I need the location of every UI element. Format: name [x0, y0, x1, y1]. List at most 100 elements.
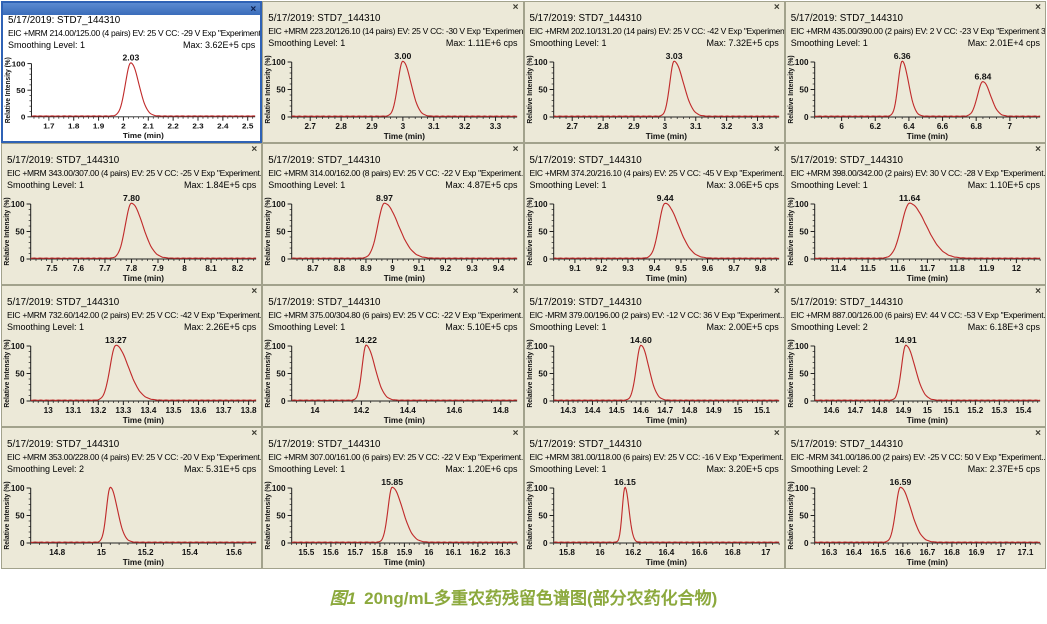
chromatogram-panel-14[interactable]: × 5/17/2019: STD7_144310 EIC +MRM 307.00… [262, 427, 524, 569]
x-tick-label: 15.6 [323, 548, 339, 557]
chromatogram-svg: 0 50 100 8.7 8.8 8.9 9 9.1 9.2 9.3 9.4 Time (min) Re… [265, 193, 518, 283]
mrm-transition-info: EIC +MRM 202.10/131.20 (14 pairs) EV: 25… [529, 26, 784, 36]
chromatogram-panel-9[interactable]: × 5/17/2019: STD7_144310 EIC +MRM 732.60… [1, 285, 263, 427]
sample-title: 5/17/2019: STD7_144310 [529, 13, 642, 24]
panel-meta: Smoothing Level: 1 Max: 5.10E+5 cps [263, 321, 522, 333]
close-icon[interactable]: × [251, 286, 258, 297]
x-tick-label: 14.7 [657, 406, 673, 415]
x-tick-label: 3.2 [459, 122, 471, 131]
y-tick-label: 100 [795, 58, 809, 67]
x-tick-label: 9.1 [569, 264, 581, 273]
max-intensity: Max: 1.84E+5 cps [183, 180, 257, 190]
chromatogram-panel-13[interactable]: × 5/17/2019: STD7_144310 EIC +MRM 353.00… [1, 427, 263, 569]
chromatogram-panel-3[interactable]: × 5/17/2019: STD7_144310 EIC +MRM 202.10… [523, 1, 785, 143]
max-intensity: Max: 6.18E+3 cps [967, 322, 1040, 332]
x-tick-label: 17 [761, 548, 771, 557]
x-tick-label: 15 [97, 548, 107, 557]
panel-titlebar: × [2, 144, 261, 155]
smoothing-level: Smoothing Level: 1 [7, 322, 85, 332]
close-icon[interactable]: × [773, 2, 780, 13]
x-tick-label: 7.6 [73, 264, 85, 273]
chromatogram-plot: 0 50 100 15.5 15.6 15.7 15.8 15.9 16 16.1 16.2 16.3… [263, 475, 522, 568]
x-tick-label: 13.8 [241, 406, 257, 415]
chromatogram-panel-6[interactable]: × 5/17/2019: STD7_144310 EIC +MRM 314.00… [262, 143, 524, 285]
sample-title: 5/17/2019: STD7_144310 [790, 13, 903, 24]
chromatogram-panel-7[interactable]: × 5/17/2019: STD7_144310 EIC +MRM 374.20… [523, 143, 785, 285]
close-icon[interactable]: × [512, 286, 519, 297]
x-tick-label: 9.4 [493, 264, 505, 273]
smoothing-level: Smoothing Level: 1 [790, 180, 868, 190]
x-tick-label: 13.3 [115, 406, 131, 415]
close-icon[interactable]: × [251, 428, 258, 439]
x-tick-label: 14.6 [823, 406, 839, 415]
y-tick-label: 100 [272, 342, 286, 351]
y-tick-label: 100 [795, 200, 809, 209]
y-tick-label: 0 [542, 397, 547, 406]
chromatogram-panel-10[interactable]: × 5/17/2019: STD7_144310 EIC +MRM 375.00… [262, 285, 524, 427]
chromatogram-plot: 0 50 100 11.4 11.5 11.6 11.7 11.8 11.9 12 Time (mi… [786, 191, 1045, 284]
x-tick-label: 3.1 [428, 122, 440, 131]
x-tick-label: 15.6 [226, 548, 242, 557]
y-tick-label: 0 [542, 113, 547, 122]
peak-rt-label: 13.27 [105, 335, 127, 345]
mrm-transition-info: EIC +MRM 887.00/126.00 (6 pairs) EV: 44 … [790, 310, 1045, 320]
max-intensity: Max: 2.37E+5 cps [967, 464, 1040, 474]
max-intensity: Max: 1.20E+6 cps [445, 464, 518, 474]
chromatogram-panel-4[interactable]: × 5/17/2019: STD7_144310 EIC +MRM 435.00… [784, 1, 1046, 143]
close-icon[interactable]: × [1035, 428, 1041, 439]
mrm-transition-info: EIC +MRM 732.60/142.00 (2 pairs) EV: 25 … [7, 310, 262, 320]
x-tick-label: 16.3 [821, 548, 837, 557]
chromatogram-panel-1[interactable]: × 5/17/2019: STD7_144310 EIC +MRM 214.00… [1, 1, 263, 143]
x-tick-label: 14.9 [895, 406, 911, 415]
chromatogram-panel-12[interactable]: × 5/17/2019: STD7_144310 EIC +MRM 887.00… [784, 285, 1046, 427]
close-icon[interactable]: × [1035, 2, 1041, 13]
x-axis-label: Time (min) [123, 274, 165, 283]
close-icon[interactable]: × [512, 2, 519, 13]
panel-titlebar: × [263, 2, 522, 13]
sample-title: 5/17/2019: STD7_144310 [790, 155, 903, 166]
chromatogram-panel-5[interactable]: × 5/17/2019: STD7_144310 EIC +MRM 343.00… [1, 143, 263, 285]
chromatogram-panel-2[interactable]: × 5/17/2019: STD7_144310 EIC +MRM 223.20… [262, 1, 524, 143]
chromatogram-svg: 0 50 100 14 14.2 14.4 14.6 14.8 Time (min) Relati… [265, 335, 518, 425]
peak-rt-label: 6.84 [974, 71, 991, 81]
chromatogram-panel-11[interactable]: × 5/17/2019: STD7_144310 EIC -MRM 379.00… [523, 285, 785, 427]
x-axis-label: Time (min) [907, 132, 949, 141]
close-icon[interactable]: × [512, 428, 519, 439]
close-icon[interactable]: × [250, 3, 257, 15]
panel-titlebar: × [2, 286, 261, 297]
close-icon[interactable]: × [1035, 144, 1041, 155]
close-icon[interactable]: × [773, 286, 780, 297]
panel-meta: Smoothing Level: 1 Max: 3.20E+5 cps [525, 463, 784, 475]
smoothing-level: Smoothing Level: 1 [268, 322, 346, 332]
x-tick-label: 14.6 [447, 406, 463, 415]
close-icon[interactable]: × [512, 144, 519, 155]
y-tick-label: 50 [799, 512, 809, 521]
chromatogram-plot: 0 50 100 7.5 7.6 7.7 7.8 7.9 8 8.1 8.2 Time (min) Re… [2, 191, 261, 284]
close-icon[interactable]: × [773, 428, 780, 439]
chromatogram-plot: 0 50 100 16.3 16.4 16.5 16.6 16.7 16.8 16.9 17 17.1… [786, 475, 1045, 568]
panel-titlebar: × [786, 428, 1045, 439]
chromatogram-panel-16[interactable]: × 5/17/2019: STD7_144310 EIC -MRM 341.00… [784, 427, 1046, 569]
peak-rt-label: 16.15 [614, 477, 636, 487]
panel-meta: Smoothing Level: 1 Max: 2.01E+4 cps [786, 37, 1045, 49]
peak-rt-label: 2.03 [122, 53, 139, 63]
y-tick-label: 100 [12, 60, 26, 69]
mrm-transition-info: EIC +MRM 374.20/216.10 (4 pairs) EV: 25 … [529, 168, 784, 178]
x-tick-label: 12 [1012, 264, 1022, 273]
chromatogram-panel-8[interactable]: × 5/17/2019: STD7_144310 EIC +MRM 398.00… [784, 143, 1046, 285]
x-axis-label: Time (min) [645, 132, 687, 141]
x-tick-label: 11.9 [979, 264, 995, 273]
peak-rt-label: 11.64 [899, 193, 921, 203]
y-axis-label: Relative Intensity (%) [265, 339, 272, 407]
close-icon[interactable]: × [1035, 286, 1041, 297]
y-axis-label: Relative Intensity (%) [265, 197, 272, 265]
y-tick-label: 0 [21, 113, 26, 122]
peak-rt-label: 8.97 [376, 193, 393, 203]
y-tick-label: 100 [533, 342, 547, 351]
x-tick-label: 14.7 [847, 406, 863, 415]
chromatogram-panel-15[interactable]: × 5/17/2019: STD7_144310 EIC +MRM 381.00… [523, 427, 785, 569]
close-icon[interactable]: × [251, 144, 258, 155]
close-icon[interactable]: × [773, 144, 780, 155]
x-tick-label: 9.7 [728, 264, 740, 273]
chromatogram-svg: 0 50 100 7.5 7.6 7.7 7.8 7.9 8 8.1 8.2 Time (min) Re… [4, 193, 257, 283]
